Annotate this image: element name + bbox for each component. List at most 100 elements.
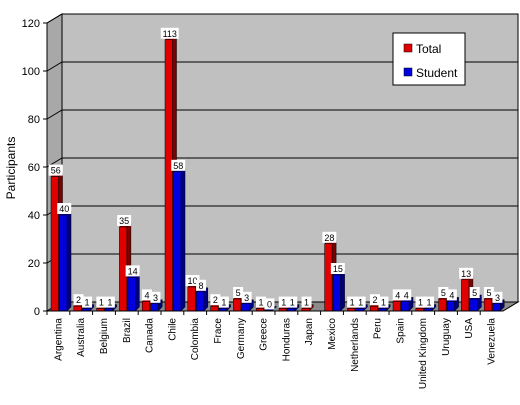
data-label-total-united-kingdom: 1	[418, 298, 423, 308]
data-label-total-belgium: 1	[99, 298, 104, 308]
data-label-bg	[278, 296, 289, 308]
data-label-total-germany: 5	[236, 288, 241, 298]
data-label-total-mexico: 28	[324, 233, 334, 243]
data-label-student-brazil: 14	[128, 266, 138, 276]
data-label-bg	[415, 296, 426, 308]
data-label-student-venezuela: 3	[495, 293, 500, 303]
bar-student-chile-side	[180, 167, 186, 312]
data-label-student-usa: 5	[472, 288, 477, 298]
data-label-bg	[255, 296, 266, 308]
data-label-total-peru: 2	[372, 295, 377, 305]
data-label-bg	[287, 296, 298, 308]
data-label-bg	[210, 294, 221, 306]
data-label-bg	[160, 27, 179, 39]
legend-label-student: Student	[416, 66, 458, 80]
x-tick-label-belgium: Belgium	[99, 318, 110, 354]
data-label-student-mexico: 15	[333, 264, 343, 274]
data-label-bg	[459, 267, 474, 279]
data-label-student-united-kingdom: 1	[427, 298, 432, 308]
legend-box	[392, 32, 466, 86]
y-axis: 0 20 40 60 80 100 120	[22, 18, 48, 318]
x-tick-label-chile: Chile	[167, 318, 178, 341]
bar-student-usa-front	[469, 298, 478, 312]
x-tick-label-peru: Peru	[373, 318, 384, 339]
data-label-bg	[322, 231, 337, 243]
y-tick-label: 100	[22, 66, 40, 78]
legend-label-total: Total	[416, 42, 441, 56]
data-label-bg	[492, 291, 503, 303]
bar-student-mexico-side	[340, 270, 345, 312]
data-label-total-spain: 4	[395, 290, 400, 300]
data-label-total-chile: 113	[163, 29, 177, 39]
x-tick-label-spain: Spain	[395, 318, 406, 344]
data-label-student-chile: 58	[173, 161, 183, 171]
bar-total-australia-front	[73, 305, 82, 312]
x-tick-label-japan: Japan	[304, 318, 315, 345]
data-label-bg	[171, 159, 186, 171]
legend: Total Student	[392, 32, 466, 86]
x-tick-label-canada: Canada	[145, 318, 156, 353]
data-label-total-colombia: 10	[188, 276, 198, 286]
data-label-student-uruguay: 4	[449, 290, 454, 300]
x-axis: Argentina Australia Belgium Brazil Canada Chi…	[46, 310, 503, 389]
bar-student-argentina-side	[66, 210, 72, 312]
data-label-bg	[185, 275, 200, 286]
bar-student-germany-front	[241, 303, 250, 312]
data-label-student-colombia: 8	[199, 281, 204, 291]
x-tick-label-colombia: Colombia	[190, 318, 201, 361]
y-tick-label: 20	[28, 258, 40, 270]
bar-total-chile-front	[164, 39, 173, 312]
bar-total-uruguay-front	[438, 298, 447, 312]
x-tick-label-frace: Frace	[213, 318, 224, 344]
data-label-total-greece: 1	[258, 298, 263, 308]
data-label-bg	[241, 291, 252, 303]
data-label-bg	[82, 296, 93, 308]
x-tick-label-australia: Australia	[76, 318, 87, 357]
data-label-bg	[104, 296, 115, 308]
data-label-bg	[196, 279, 207, 291]
bar-student-colombia-front	[196, 291, 205, 312]
data-label-student-greece: 0	[267, 299, 272, 309]
bar-student-chile-front	[173, 171, 182, 312]
data-label-student-canada: 3	[153, 293, 158, 303]
bar-student-argentina-front	[59, 214, 68, 312]
data-label-total-frace: 2	[213, 295, 218, 305]
bar-total-usa-front	[461, 279, 470, 312]
x-tick-label-mexico: Mexico	[327, 318, 338, 350]
data-label-bg	[73, 294, 84, 306]
bar-student-argentina	[58, 210, 72, 312]
data-label-bg	[355, 296, 366, 308]
bar-student-spain-front	[401, 301, 410, 312]
bar-student-brazil-side	[135, 272, 140, 312]
x-tick-label-germany: Germany	[236, 318, 247, 359]
x-tick-label-uruguay: Uruguay	[441, 318, 452, 356]
x-tick-label-honduras: Honduras	[281, 318, 292, 361]
data-label-bg	[218, 296, 229, 308]
data-label-bg	[330, 263, 345, 274]
y-tick-label: 60	[28, 162, 40, 174]
data-label-bg	[401, 289, 412, 301]
data-label-student-germany: 3	[244, 293, 249, 303]
data-label-bg	[117, 215, 132, 226]
data-label-bg	[96, 296, 107, 308]
gridline	[46, 13, 518, 24]
x-tick-label-brazil: Brazil	[122, 318, 133, 343]
data-label-total-japan: 1	[304, 298, 309, 308]
bar-total-peru-front	[369, 305, 378, 312]
bar-student-uruguay-front	[446, 301, 455, 312]
bar-student-brazil-front	[127, 277, 136, 312]
data-label-total-canada: 4	[144, 290, 149, 300]
y-tick-label: 80	[28, 114, 40, 126]
bar-total-germany-front	[233, 298, 242, 312]
data-label-student-spain: 4	[404, 290, 409, 300]
gridline	[46, 157, 518, 168]
data-label-total-argentina: 56	[51, 166, 61, 176]
data-label-bg	[483, 287, 494, 298]
data-label-total-honduras: 1	[281, 298, 286, 308]
data-label-total-uruguay: 5	[441, 288, 446, 298]
data-label-bg	[369, 294, 380, 306]
data-label-bg	[392, 289, 403, 301]
data-label-total-brazil: 35	[119, 216, 129, 226]
data-label-bg	[48, 164, 63, 176]
